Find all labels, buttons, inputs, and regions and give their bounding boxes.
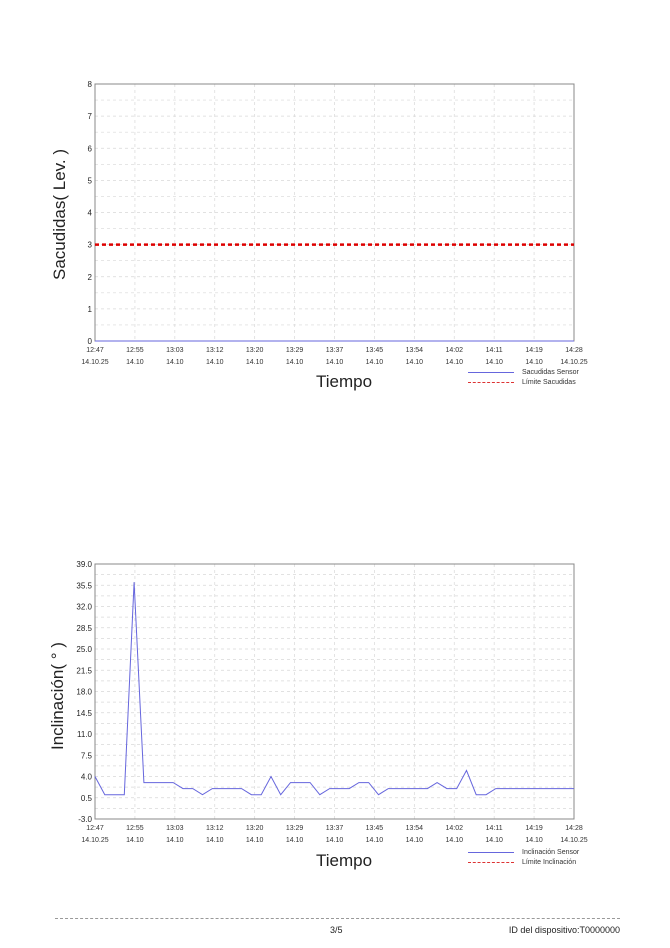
svg-text:13:54: 13:54 — [406, 825, 424, 832]
svg-text:14.10.25: 14.10.25 — [81, 359, 108, 366]
svg-text:39.0: 39.0 — [76, 560, 92, 569]
shock-chart-plot: 0 1 2 3 4 5 6 7 8 12:47 14.10.25 12:55 14.10 13:03 14.… — [81, 80, 587, 366]
svg-text:11.0: 11.0 — [77, 730, 93, 739]
svg-text:14.10: 14.10 — [166, 359, 184, 366]
svg-text:14.10: 14.10 — [366, 837, 384, 844]
svg-text:14.10: 14.10 — [445, 837, 463, 844]
svg-text:12:55: 12:55 — [126, 347, 144, 354]
tilt-legend: Inclinación Sensor Límite Inclinación — [468, 847, 579, 867]
svg-text:13:37: 13:37 — [326, 347, 344, 354]
svg-text:-3.0: -3.0 — [78, 815, 92, 824]
svg-text:14.10: 14.10 — [366, 359, 384, 366]
legend-label: Límite Inclinación — [522, 858, 577, 866]
svg-text:1: 1 — [88, 305, 93, 314]
svg-text:5: 5 — [88, 176, 93, 185]
tilt-y-axis-label: Inclinación( ° ) — [48, 642, 67, 750]
svg-text:14:28: 14:28 — [565, 825, 583, 832]
legend-label: Límite Sacudidas — [522, 378, 576, 386]
svg-text:14:19: 14:19 — [525, 347, 543, 354]
svg-text:14.10: 14.10 — [286, 359, 304, 366]
legend-label: Inclinación Sensor — [522, 848, 580, 856]
svg-text:28.5: 28.5 — [76, 624, 92, 633]
svg-text:14:11: 14:11 — [486, 347, 503, 354]
svg-text:13:29: 13:29 — [286, 825, 304, 832]
svg-text:14.10: 14.10 — [126, 359, 144, 366]
svg-text:14.10: 14.10 — [166, 837, 184, 844]
svg-text:7.5: 7.5 — [81, 751, 93, 760]
svg-text:14.10: 14.10 — [286, 837, 304, 844]
svg-text:14.10.25: 14.10.25 — [81, 837, 108, 844]
legend-item-sensor: Inclinación Sensor — [468, 847, 579, 857]
svg-text:14.10.25: 14.10.25 — [560, 837, 587, 844]
footer-divider — [55, 918, 620, 919]
legend-item-limit: Límite Sacudidas — [468, 377, 579, 387]
svg-text:14.10: 14.10 — [326, 837, 344, 844]
svg-text:14.10: 14.10 — [126, 837, 144, 844]
svg-text:13:20: 13:20 — [246, 825, 264, 832]
svg-text:14:28: 14:28 — [565, 347, 583, 354]
svg-text:14.10: 14.10 — [525, 837, 543, 844]
solid-line-icon — [468, 851, 514, 853]
svg-text:12:47: 12:47 — [86, 347, 104, 354]
svg-text:21.5: 21.5 — [76, 666, 92, 675]
svg-text:7: 7 — [88, 112, 93, 121]
dashed-line-icon — [468, 381, 514, 383]
shock-x-axis-label: Tiempo — [316, 372, 373, 391]
svg-text:13:37: 13:37 — [326, 825, 344, 832]
svg-text:14.10: 14.10 — [445, 359, 463, 366]
svg-text:14.10: 14.10 — [485, 359, 503, 366]
legend-item-sensor: Sacudidas Sensor — [468, 367, 579, 377]
svg-text:0.5: 0.5 — [81, 794, 93, 803]
svg-text:4: 4 — [88, 209, 93, 218]
legend-label: Sacudidas Sensor — [522, 368, 579, 376]
dashed-line-icon — [468, 861, 514, 863]
svg-text:8: 8 — [88, 80, 93, 89]
shock-chart: 0 1 2 3 4 5 6 7 8 12:47 14.10.25 12:55 14.10 13:03 14.… — [0, 0, 670, 420]
svg-text:3: 3 — [88, 241, 93, 250]
svg-text:13:45: 13:45 — [366, 825, 384, 832]
svg-text:14.10: 14.10 — [206, 359, 224, 366]
svg-text:14:02: 14:02 — [445, 825, 463, 832]
svg-text:14.10: 14.10 — [246, 359, 264, 366]
svg-text:14:02: 14:02 — [445, 347, 463, 354]
device-id: ID del dispositivo:T0000000 — [508, 925, 620, 935]
svg-text:2: 2 — [88, 273, 93, 282]
page-number: 3/5 — [330, 925, 343, 935]
svg-text:14:11: 14:11 — [486, 825, 503, 832]
svg-text:13:29: 13:29 — [286, 347, 304, 354]
svg-text:35.5: 35.5 — [76, 581, 92, 590]
svg-text:13:03: 13:03 — [166, 825, 184, 832]
svg-text:13:20: 13:20 — [246, 347, 264, 354]
svg-text:12:47: 12:47 — [86, 825, 104, 832]
solid-line-icon — [468, 371, 514, 373]
svg-text:14.10.25: 14.10.25 — [560, 359, 587, 366]
svg-text:14.10: 14.10 — [485, 837, 503, 844]
svg-text:6: 6 — [88, 144, 93, 153]
svg-text:14.10: 14.10 — [406, 359, 424, 366]
svg-text:14.10: 14.10 — [206, 837, 224, 844]
legend-item-limit: Límite Inclinación — [468, 857, 579, 867]
svg-text:13:54: 13:54 — [406, 347, 424, 354]
svg-text:4.0: 4.0 — [81, 773, 93, 782]
svg-text:14.10: 14.10 — [326, 359, 344, 366]
svg-text:0: 0 — [88, 337, 93, 346]
svg-text:13:12: 13:12 — [206, 347, 224, 354]
svg-text:14:19: 14:19 — [525, 825, 543, 832]
svg-text:13:12: 13:12 — [206, 825, 224, 832]
svg-text:14.10: 14.10 — [246, 837, 264, 844]
svg-text:18.0: 18.0 — [76, 688, 92, 697]
svg-text:14.10: 14.10 — [406, 837, 424, 844]
svg-text:32.0: 32.0 — [76, 603, 92, 612]
svg-text:14.10: 14.10 — [525, 359, 543, 366]
shock-legend: Sacudidas Sensor Límite Sacudidas — [468, 367, 579, 387]
svg-text:13:45: 13:45 — [366, 347, 384, 354]
tilt-x-axis-label: Tiempo — [316, 851, 373, 870]
svg-text:13:03: 13:03 — [166, 347, 184, 354]
svg-text:14.5: 14.5 — [76, 709, 92, 718]
svg-text:12:55: 12:55 — [126, 825, 144, 832]
svg-text:25.0: 25.0 — [76, 645, 92, 654]
